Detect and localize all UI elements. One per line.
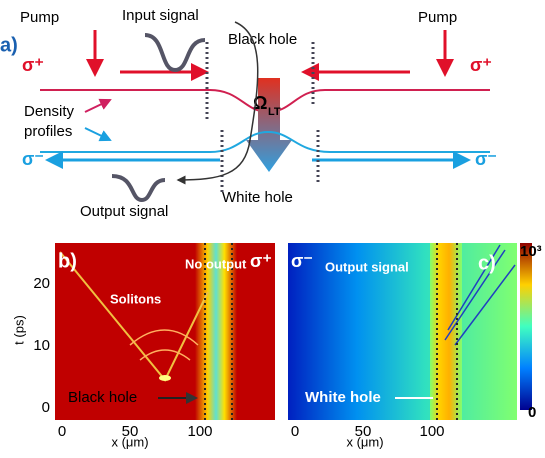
panel-label: a) [0, 34, 18, 56]
no-output-label: No output [185, 256, 247, 271]
white-hole-label: White hole [222, 189, 293, 206]
x-axis-label: x (μm) [111, 434, 148, 449]
soliton-trace [129, 329, 199, 361]
sigma-label: σ⁺ [22, 55, 44, 75]
x-axis-label: x (μm) [346, 434, 383, 449]
sigma-label: σ⁻ [475, 149, 497, 169]
y-axis-label: t (ps) [11, 315, 26, 345]
density-profile [40, 130, 490, 153]
horizon-band [430, 243, 462, 420]
panel-label: c) [478, 252, 496, 274]
y-tick-label: 20 [33, 275, 50, 292]
colorbar [520, 243, 532, 410]
x-tick-label: 0 [58, 423, 66, 440]
x-tick-label: 100 [187, 423, 212, 440]
pump-label: Pump [20, 9, 59, 26]
sigma-label: σ⁺ [250, 251, 272, 271]
input-signal-label: Input signal [122, 7, 199, 24]
output-signal-label: Output signal [80, 203, 168, 220]
output-trace [444, 244, 516, 346]
white-hole-label: White hole [305, 389, 381, 406]
colorbar-tick-label: 0 [528, 404, 536, 421]
input-wave [144, 33, 206, 73]
y-tick-label: 0 [42, 399, 50, 416]
rotation-arrow [246, 78, 292, 172]
pointer [84, 127, 112, 142]
panel-c: σ⁻ c) Output signal White hole 0 50 100 … [288, 243, 542, 449]
heatmap [55, 243, 275, 420]
black-hole-label: Black hole [228, 31, 297, 48]
x-tick-label: 50 [122, 423, 139, 440]
colorbar-tick-label: 10³ [520, 243, 542, 260]
y-tick-label: 10 [33, 337, 50, 354]
sigma-label: σ⁺ [470, 55, 492, 75]
panel-a: a) Pump Input signal Black hole Pump σ⁺ … [0, 7, 497, 220]
x-tick-label: 0 [291, 423, 299, 440]
pointer [84, 98, 112, 113]
density-label: Density [24, 103, 75, 120]
omega-sub: LT [268, 106, 281, 118]
x-tick-label: 50 [355, 423, 372, 440]
output-signal-label: Output signal [325, 259, 409, 274]
horizon-band [195, 243, 237, 420]
heatmap [288, 243, 517, 420]
x-tick-label: 100 [419, 423, 444, 440]
pump-label: Pump [418, 9, 457, 26]
solitons-label: Solitons [110, 291, 161, 306]
panel-label: b) [58, 250, 77, 272]
sigma-label: σ⁻ [291, 251, 313, 271]
black-hole-label: Black hole [68, 389, 137, 406]
density-label: profiles [24, 123, 72, 140]
soliton [159, 375, 171, 381]
signal-path [176, 21, 259, 185]
panel-b: b) σ⁺ No output Solitons Black hole 0 50… [11, 243, 275, 449]
sigma-label: σ⁻ [22, 149, 44, 169]
output-wave [111, 174, 166, 203]
